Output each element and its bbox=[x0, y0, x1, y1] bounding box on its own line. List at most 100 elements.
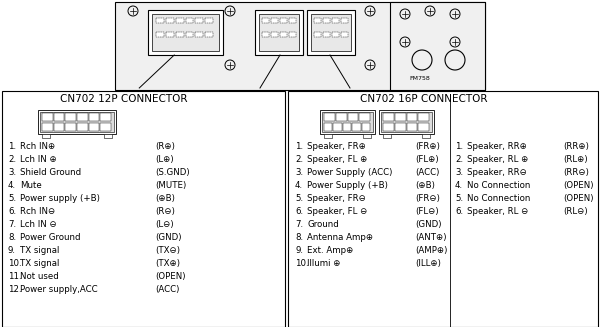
Bar bbox=[89, 113, 100, 121]
Text: 6.: 6. bbox=[295, 207, 303, 216]
Bar bbox=[341, 18, 348, 23]
Bar bbox=[156, 18, 164, 23]
Text: 2.: 2. bbox=[295, 155, 303, 164]
Text: (RR⊕): (RR⊕) bbox=[563, 142, 589, 151]
Bar bbox=[390, 2, 485, 90]
Text: Speaker, RR⊖: Speaker, RR⊖ bbox=[467, 168, 527, 177]
Text: (RR⊖): (RR⊖) bbox=[563, 168, 589, 177]
Bar bbox=[148, 10, 223, 55]
Bar bbox=[255, 10, 303, 55]
Bar bbox=[176, 32, 184, 37]
Text: 10.: 10. bbox=[295, 259, 308, 268]
Bar bbox=[262, 18, 269, 23]
Bar bbox=[2, 91, 285, 327]
Bar bbox=[383, 123, 394, 131]
Text: Rch IN⊕: Rch IN⊕ bbox=[20, 142, 55, 151]
Text: (ACC): (ACC) bbox=[155, 285, 179, 294]
Text: No Connection: No Connection bbox=[467, 181, 530, 190]
Text: (FL⊖): (FL⊖) bbox=[415, 207, 439, 216]
Text: 9.: 9. bbox=[8, 246, 16, 255]
Text: Speaker, FL ⊖: Speaker, FL ⊖ bbox=[307, 207, 367, 216]
Bar bbox=[271, 32, 278, 37]
Bar bbox=[347, 113, 358, 121]
Bar bbox=[322, 112, 373, 132]
Bar bbox=[104, 134, 112, 138]
Text: 8.: 8. bbox=[295, 233, 303, 242]
Text: (RL⊖): (RL⊖) bbox=[563, 207, 587, 216]
Bar bbox=[334, 123, 342, 131]
Text: 2.: 2. bbox=[455, 155, 463, 164]
Text: 6.: 6. bbox=[8, 207, 16, 216]
Bar bbox=[77, 123, 88, 131]
Bar bbox=[100, 123, 111, 131]
Bar bbox=[38, 110, 116, 134]
Bar bbox=[336, 113, 347, 121]
Bar bbox=[341, 32, 348, 37]
Bar bbox=[320, 110, 375, 134]
Text: Speaker, RR⊕: Speaker, RR⊕ bbox=[467, 142, 527, 151]
Bar bbox=[42, 134, 50, 138]
Text: 9.: 9. bbox=[295, 246, 303, 255]
Text: (OPEN): (OPEN) bbox=[563, 181, 593, 190]
Bar bbox=[311, 14, 351, 51]
Bar bbox=[324, 123, 332, 131]
Bar bbox=[152, 14, 219, 51]
Bar bbox=[166, 18, 173, 23]
Bar bbox=[185, 18, 193, 23]
Text: 10.: 10. bbox=[8, 259, 22, 268]
Text: 6.: 6. bbox=[455, 207, 463, 216]
Bar bbox=[332, 18, 339, 23]
Text: (FR⊖): (FR⊖) bbox=[415, 194, 440, 203]
Text: FM758: FM758 bbox=[410, 76, 430, 80]
Text: CN702 16P CONNECTOR: CN702 16P CONNECTOR bbox=[360, 94, 487, 104]
Bar bbox=[381, 112, 432, 132]
Bar bbox=[352, 123, 361, 131]
Text: 5.: 5. bbox=[455, 194, 463, 203]
Text: 5.: 5. bbox=[8, 194, 16, 203]
Bar bbox=[289, 18, 296, 23]
Text: (AMP⊕): (AMP⊕) bbox=[415, 246, 448, 255]
Text: No Connection: No Connection bbox=[467, 194, 530, 203]
Text: CN702 12P CONNECTOR: CN702 12P CONNECTOR bbox=[60, 94, 187, 104]
Text: Shield Ground: Shield Ground bbox=[20, 168, 81, 177]
Bar bbox=[185, 32, 193, 37]
Bar bbox=[324, 134, 332, 138]
Bar bbox=[324, 113, 335, 121]
Text: (GND): (GND) bbox=[415, 220, 442, 229]
Text: (FL⊕): (FL⊕) bbox=[415, 155, 439, 164]
Text: (FR⊕): (FR⊕) bbox=[415, 142, 440, 151]
Text: (ANT⊕): (ANT⊕) bbox=[415, 233, 446, 242]
Bar bbox=[407, 123, 417, 131]
Text: (⊕B): (⊕B) bbox=[415, 181, 435, 190]
Text: 8.: 8. bbox=[8, 233, 16, 242]
Text: (L⊖): (L⊖) bbox=[155, 220, 173, 229]
Text: (L⊕): (L⊕) bbox=[155, 155, 173, 164]
Bar bbox=[359, 113, 370, 121]
Bar bbox=[166, 32, 173, 37]
Text: (OPEN): (OPEN) bbox=[563, 194, 593, 203]
Bar bbox=[196, 18, 203, 23]
Text: Speaker, RL ⊖: Speaker, RL ⊖ bbox=[467, 207, 529, 216]
Text: Lch IN ⊕: Lch IN ⊕ bbox=[20, 155, 57, 164]
Bar bbox=[422, 134, 430, 138]
Text: (OPEN): (OPEN) bbox=[155, 272, 185, 281]
Text: (RL⊕): (RL⊕) bbox=[563, 155, 587, 164]
Text: Power supply (+B): Power supply (+B) bbox=[20, 194, 100, 203]
Bar bbox=[323, 32, 330, 37]
Text: Speaker, FR⊕: Speaker, FR⊕ bbox=[307, 142, 366, 151]
Text: (TX⊕): (TX⊕) bbox=[155, 259, 180, 268]
Bar bbox=[259, 14, 299, 51]
Text: 4.: 4. bbox=[455, 181, 463, 190]
Text: 1.: 1. bbox=[8, 142, 16, 151]
Bar bbox=[307, 10, 355, 55]
Text: (R⊕): (R⊕) bbox=[155, 142, 175, 151]
Bar bbox=[42, 113, 53, 121]
Text: (ILL⊕): (ILL⊕) bbox=[415, 259, 441, 268]
Text: Power Ground: Power Ground bbox=[20, 233, 80, 242]
Text: 3.: 3. bbox=[295, 168, 303, 177]
Bar bbox=[77, 113, 88, 121]
Bar bbox=[156, 32, 164, 37]
Text: (⊕B): (⊕B) bbox=[155, 194, 175, 203]
Bar bbox=[53, 113, 64, 121]
Text: Not used: Not used bbox=[20, 272, 59, 281]
